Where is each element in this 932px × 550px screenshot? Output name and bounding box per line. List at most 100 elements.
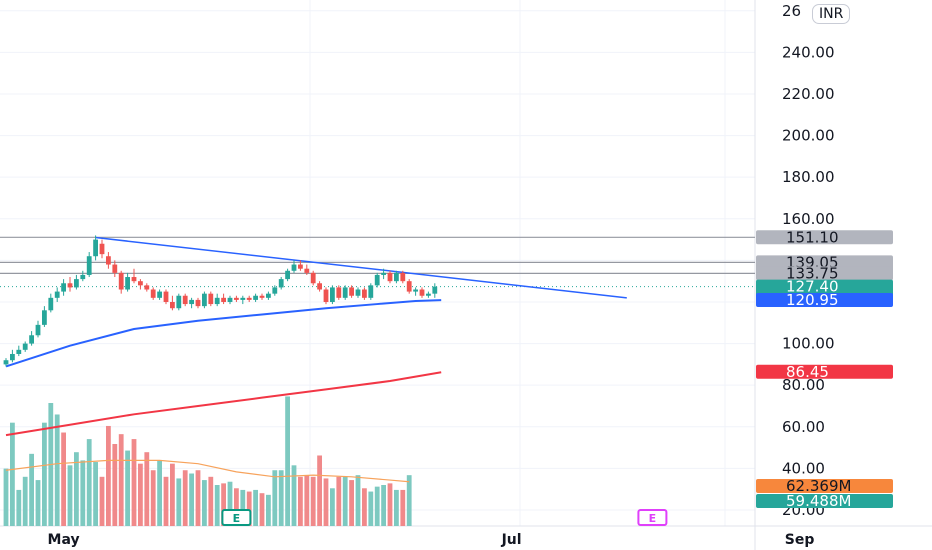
volume-bar xyxy=(381,485,386,526)
candle-body xyxy=(381,272,386,275)
event-marker-label: E xyxy=(649,512,657,525)
volume-bar xyxy=(253,489,258,526)
candle xyxy=(35,320,41,338)
candle xyxy=(208,291,214,307)
volume-bar xyxy=(176,478,182,526)
candle xyxy=(259,293,265,300)
volume-bar xyxy=(170,463,175,526)
volume-bar xyxy=(118,434,124,526)
candle xyxy=(3,358,9,367)
volume-bar xyxy=(406,475,412,526)
candle xyxy=(112,260,118,278)
volume-bar xyxy=(400,489,406,526)
price-tag: 120.95 xyxy=(756,291,893,309)
candle xyxy=(80,270,86,282)
candle-body xyxy=(74,279,79,288)
candle-body xyxy=(202,293,207,307)
candle xyxy=(42,306,47,327)
candle xyxy=(355,287,361,298)
volume-bar xyxy=(106,425,111,526)
candle-body xyxy=(144,285,150,290)
candle xyxy=(342,285,348,300)
volume-bar xyxy=(272,470,278,526)
volume-bar xyxy=(234,488,239,526)
candle xyxy=(432,283,438,298)
price-tag-bg xyxy=(756,364,893,379)
candle xyxy=(298,260,303,271)
candle xyxy=(336,285,342,300)
candle xyxy=(16,345,22,357)
candle-body xyxy=(182,295,188,305)
volume-tag: 62.369M xyxy=(756,477,893,495)
candle xyxy=(310,270,316,286)
volume-bar xyxy=(208,476,214,526)
trendline xyxy=(95,236,627,299)
candle xyxy=(362,287,367,300)
candle xyxy=(214,293,220,307)
candle xyxy=(291,260,297,273)
volume-bar xyxy=(189,473,194,526)
candle xyxy=(195,297,201,309)
candle-body xyxy=(234,297,239,300)
time-tick-label: Jul xyxy=(501,532,522,548)
candle xyxy=(10,349,15,363)
candle-body xyxy=(22,343,28,350)
volume-bar xyxy=(266,494,271,526)
candle-body xyxy=(362,289,367,298)
volume-bar xyxy=(10,422,15,526)
candle xyxy=(234,295,239,302)
volume-bar xyxy=(3,468,9,526)
volume-bar xyxy=(374,486,380,526)
candle-body xyxy=(35,324,41,336)
candle-body xyxy=(406,281,412,292)
volume-bar xyxy=(138,463,143,526)
candle-body xyxy=(387,272,393,282)
volume-bar xyxy=(310,476,316,526)
volume-bar xyxy=(298,476,303,526)
volume-bar xyxy=(336,476,342,526)
volume-bar xyxy=(61,432,66,526)
candle-body xyxy=(432,286,438,294)
grid xyxy=(0,0,755,526)
earnings-event-marker[interactable]: E xyxy=(221,509,252,526)
candle xyxy=(61,279,66,296)
candle xyxy=(400,270,406,284)
price-tick-label: 80.00 xyxy=(782,376,825,394)
volume-bar xyxy=(227,481,233,526)
moving-average-line xyxy=(5,299,442,368)
price-tag-label: 127.40 xyxy=(786,278,839,296)
volume-bar xyxy=(259,493,265,526)
moving-average-line xyxy=(5,371,442,437)
candle xyxy=(272,285,278,296)
candle xyxy=(246,295,252,302)
candle-body xyxy=(10,353,15,361)
volume-bar xyxy=(131,439,137,526)
candle-body xyxy=(266,293,271,298)
earnings-event-marker[interactable]: E xyxy=(637,509,668,526)
candle xyxy=(240,295,246,305)
candle-body xyxy=(29,335,34,344)
candle xyxy=(67,277,73,292)
candle-body xyxy=(99,243,105,255)
volume-bar xyxy=(163,476,169,526)
price-tag-label: 86.45 xyxy=(786,363,829,381)
candle-body xyxy=(80,274,86,280)
candle-body xyxy=(310,272,316,284)
candle-body xyxy=(323,289,329,302)
volume-bar xyxy=(214,485,220,526)
candle-body xyxy=(336,287,342,298)
currency-button[interactable]: INR xyxy=(812,4,851,24)
candle-body xyxy=(157,291,162,298)
candle xyxy=(374,272,380,288)
candle-body xyxy=(317,283,322,290)
price-tag-label: 120.95 xyxy=(786,291,839,309)
candle xyxy=(86,252,92,278)
candle-body xyxy=(253,295,258,300)
volume-bar xyxy=(387,483,393,526)
volume-bar xyxy=(362,488,367,526)
price-tick-label: 240.00 xyxy=(782,43,835,61)
candle xyxy=(285,268,290,282)
candle-body xyxy=(278,279,284,288)
volume-bar xyxy=(150,470,156,526)
